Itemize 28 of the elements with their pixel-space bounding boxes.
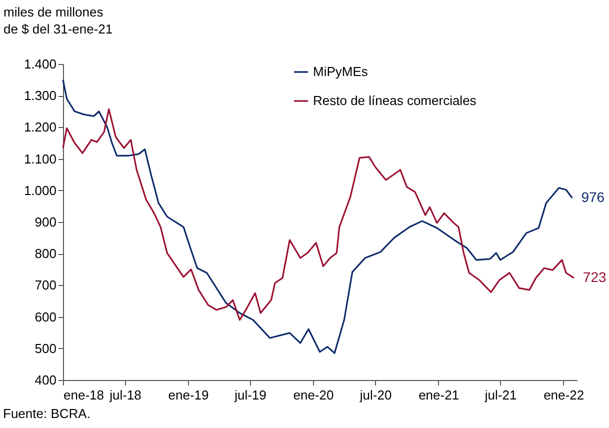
y-tick-label: 500 — [34, 340, 56, 356]
y-tick-label: 1.000 — [24, 182, 56, 198]
x-tick-label: jul-18 — [108, 388, 142, 402]
x-tick-label: ene-18 — [64, 388, 104, 402]
line-series — [62, 108, 575, 321]
x-tick-label: jul-19 — [234, 388, 266, 402]
x-tick-label: ene-19 — [168, 388, 209, 402]
y-tick-label: 1.400 — [24, 56, 56, 72]
annotation: 976 — [581, 188, 605, 205]
legend-label: Resto de líneas comerciales — [313, 93, 477, 108]
x-tick-label: ene-22 — [544, 388, 584, 402]
x-tick-label: jul-21 — [484, 388, 517, 402]
x-tick-label: ene-20 — [293, 388, 334, 402]
x-tick-label: jul-20 — [358, 388, 392, 402]
annotation: 723 — [582, 268, 606, 285]
y-tick-label: 400 — [34, 372, 56, 388]
y-tick-label: 800 — [34, 246, 56, 262]
source-note: Fuente: BCRA. — [3, 406, 90, 421]
x-tick-label: ene-21 — [418, 388, 460, 402]
line-series — [62, 79, 574, 354]
y-tick-label: 900 — [34, 214, 56, 230]
y-tick-label: 1.100 — [24, 151, 56, 166]
y-axis-title: miles de millones de $ del 31-ene-21 — [4, 4, 113, 36]
y-tick-label: 700 — [34, 278, 56, 293]
y-tick-label: 600 — [34, 309, 56, 324]
y-tick-label: 1.300 — [24, 88, 56, 104]
legend-label: MiPyMEs — [313, 64, 368, 79]
y-tick-label: 1.200 — [24, 120, 56, 135]
